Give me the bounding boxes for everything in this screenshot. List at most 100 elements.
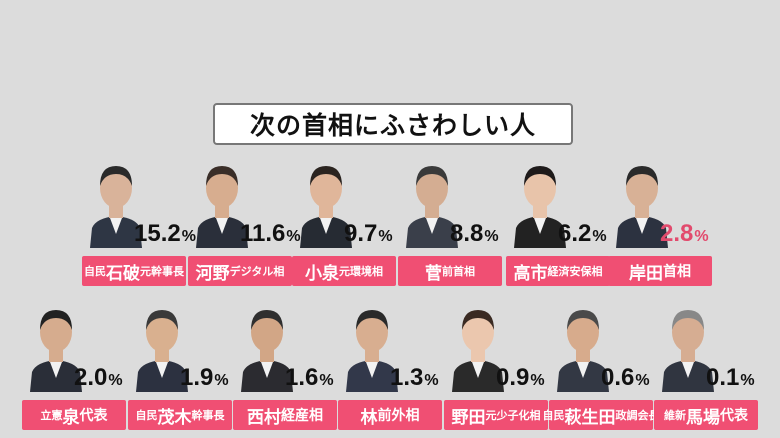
portrait-photo (404, 156, 460, 248)
portrait-photo (450, 300, 506, 392)
role-title: 首相 (663, 264, 691, 280)
portrait-photo (298, 156, 354, 248)
percent-value: 0.6% (601, 364, 650, 392)
percent-value: 1.6% (285, 364, 334, 392)
person-name: 河野 (195, 263, 230, 284)
name-label: 小泉 元環境相 (292, 256, 396, 286)
percent-value: 11.6% (240, 220, 301, 248)
role-title: 幹事長 (191, 409, 225, 422)
percent-value: 15.2% (134, 220, 196, 248)
person-name: 泉 (62, 407, 80, 428)
portrait-photo (660, 300, 716, 392)
percent-number: 9.7 (344, 220, 378, 247)
person-name: 馬場 (686, 407, 720, 428)
person-name: 高市 (513, 263, 548, 284)
person-card: 8.8% 菅前首相 (398, 156, 510, 286)
percent-unit: % (214, 372, 229, 389)
role-title: 元環境相 (339, 265, 383, 278)
party-prefix: 自民 (542, 409, 565, 422)
role-title: 代表 (79, 408, 108, 424)
role-title: 経済安保相 (547, 265, 603, 278)
person-name: 菅 (425, 263, 442, 284)
percent-value: 8.8% (450, 220, 499, 248)
percent-unit: % (108, 372, 123, 389)
person-name: 岸田 (629, 263, 663, 284)
role-title: デジタル相 (229, 265, 285, 278)
percent-number: 1.3 (390, 364, 424, 391)
person-card: 11.6% 河野 デジタル相 (188, 156, 301, 286)
percent-unit: % (635, 372, 650, 389)
person-name: 西村 (247, 407, 281, 428)
name-label: 西村 経産相 (233, 400, 337, 430)
name-label: 自民 茂木 幹事長 (128, 400, 232, 430)
percent-unit: % (319, 372, 334, 389)
portrait-photo (555, 300, 611, 392)
percent-value: 2.8% (660, 220, 709, 248)
person-card: 2.0% 立憲泉代表 (22, 300, 134, 430)
percent-unit: % (740, 372, 755, 389)
percent-unit: % (424, 372, 439, 389)
name-label: 維新 馬場 代表 (654, 400, 758, 430)
party-prefix: 維新 (664, 409, 686, 422)
role-title: 政調会長 (615, 409, 660, 422)
percent-unit: % (378, 228, 393, 245)
role-title: 代表 (720, 408, 748, 424)
person-card: 6.2% 高市 経済安保相 (506, 156, 618, 286)
person-card: 0.6% 自民 萩生田 政調会長 (543, 300, 661, 430)
person-name: 石破 (106, 263, 140, 284)
name-label: 岸田 首相 (608, 256, 712, 286)
person-name: 林 (360, 407, 378, 428)
portrait-photo (614, 156, 670, 248)
percent-unit: % (484, 228, 499, 245)
percent-value: 1.3% (390, 364, 439, 392)
name-label: 林前外相 (338, 400, 442, 430)
chart-title: 次の首相にふさわしい人 (213, 103, 573, 145)
percent-unit: % (530, 372, 545, 389)
portrait-photo (344, 300, 400, 392)
person-name: 茂木 (157, 407, 192, 428)
portrait-photo (28, 300, 84, 392)
person-card: 0.9% 野田 元少子化相 (444, 300, 556, 430)
percent-number: 0.1 (706, 364, 740, 391)
percent-number: 11.6 (240, 220, 286, 247)
person-card: 9.7% 小泉 元環境相 (292, 156, 404, 286)
percent-number: 6.2 (558, 220, 592, 247)
name-label: 立憲泉代表 (22, 400, 126, 430)
name-label: 野田 元少子化相 (444, 400, 548, 430)
role-title: 前外相 (377, 408, 420, 424)
role-title: 元少子化相 (485, 409, 541, 422)
person-card: 1.3% 林前外相 (338, 300, 450, 430)
portrait-photo (239, 300, 295, 392)
percent-number: 1.6 (285, 364, 319, 391)
name-label: 河野 デジタル相 (188, 256, 292, 286)
role-title: 前首相 (442, 265, 475, 278)
person-card: 1.9% 自民 茂木 幹事長 (128, 300, 240, 430)
portrait-photo (134, 300, 190, 392)
percent-number: 15.2 (134, 220, 181, 247)
name-label: 菅前首相 (398, 256, 502, 286)
percent-number: 2.0 (74, 364, 108, 391)
role-title: 経産相 (281, 408, 323, 424)
person-card: 2.8% 岸田 首相 (608, 156, 720, 286)
person-name: 小泉 (305, 263, 339, 284)
person-name: 萩生田 (564, 407, 616, 428)
person-card: 0.1% 維新 馬場 代表 (654, 300, 766, 430)
percent-value: 0.9% (496, 364, 545, 392)
person-card: 1.6% 西村 経産相 (233, 300, 345, 430)
name-label: 自民 石破 元幹事長 (82, 256, 186, 286)
name-label: 高市 経済安保相 (506, 256, 610, 286)
percent-number: 2.8 (660, 220, 694, 247)
percent-number: 0.9 (496, 364, 530, 391)
percent-value: 6.2% (558, 220, 607, 248)
percent-value: 1.9% (180, 364, 229, 392)
portrait-photo (512, 156, 568, 248)
percent-number: 0.6 (601, 364, 635, 391)
percent-number: 8.8 (450, 220, 484, 247)
percent-value: 9.7% (344, 220, 393, 248)
percent-value: 2.0% (74, 364, 123, 392)
name-label: 自民 萩生田 政調会長 (543, 400, 660, 430)
party-prefix: 自民 (135, 409, 158, 422)
party-prefix: 立憲 (40, 409, 63, 422)
percent-unit: % (181, 228, 196, 245)
portrait-photo (194, 156, 250, 248)
